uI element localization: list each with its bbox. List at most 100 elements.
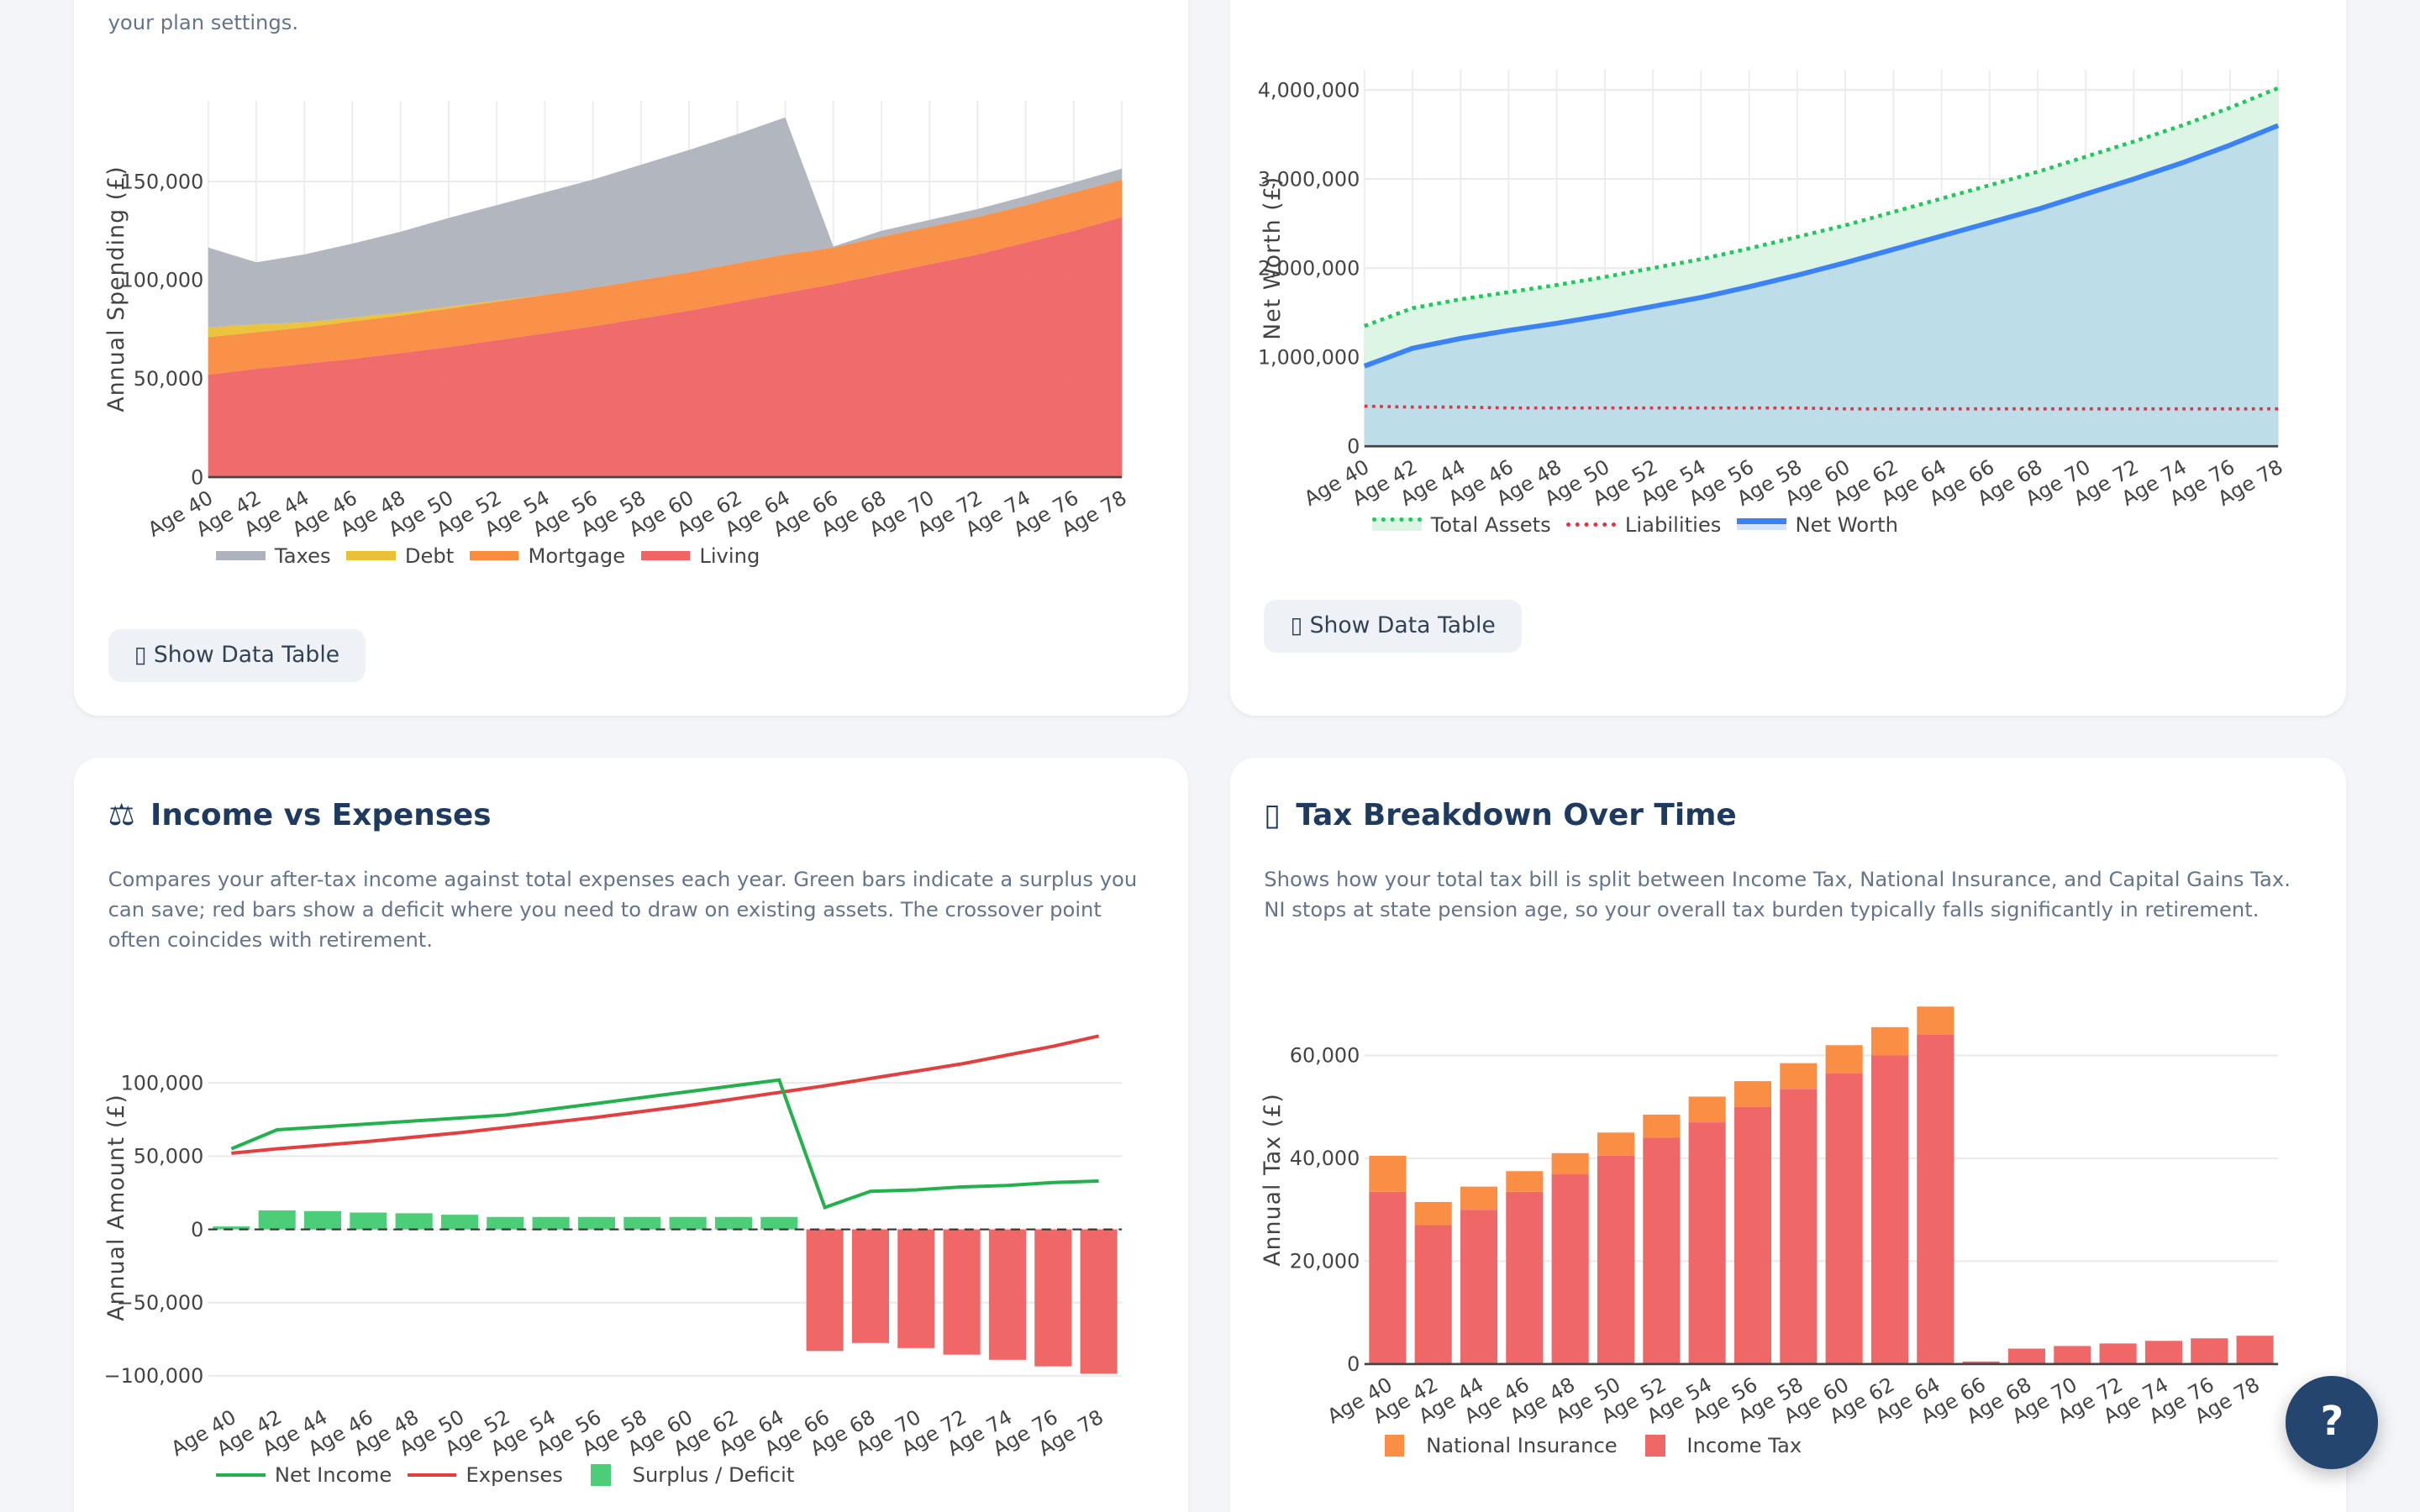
income-tax-bar xyxy=(1962,1361,2000,1364)
legend-swatch xyxy=(640,550,691,560)
surplus-deficit-bar xyxy=(578,1216,616,1230)
legend-label: Income Tax xyxy=(1686,1433,1802,1458)
y-axis-title: Annual Spending (£) xyxy=(103,165,129,412)
surplus-deficit-bar xyxy=(532,1216,570,1230)
surplus-deficit-bar xyxy=(989,1229,1027,1360)
y-tick-label: −100,000 xyxy=(104,1364,204,1388)
chart-legend: Net Income Expenses Surplus / Deficit xyxy=(216,1462,810,1487)
surplus-deficit-bar xyxy=(715,1216,753,1230)
y-axis-title: Annual Amount (£) xyxy=(103,1094,129,1321)
card-title: ⚖ Income vs Expenses xyxy=(108,798,492,832)
national-insurance-bar xyxy=(1551,1152,1589,1174)
surplus-deficit-bar xyxy=(760,1216,798,1230)
y-tick-label: 0 xyxy=(1347,434,1360,458)
net-worth-line xyxy=(1363,123,2280,369)
national-insurance-bar xyxy=(1460,1186,1497,1210)
national-insurance-bar xyxy=(1643,1114,1681,1138)
surplus-deficit-bar xyxy=(213,1226,250,1230)
national-insurance-bar xyxy=(1870,1026,1908,1056)
y-tick-label: 0 xyxy=(191,1218,203,1242)
income-tax-bar xyxy=(1733,1106,1771,1364)
surplus-deficit-bar xyxy=(441,1214,479,1230)
area-taxes xyxy=(208,117,1123,328)
y-axis-title: Net Worth (£) xyxy=(1260,176,1286,339)
income-tax-bar xyxy=(1597,1155,1634,1364)
income-tax-bar xyxy=(1780,1089,1818,1364)
income-tax-bar xyxy=(2054,1346,2091,1364)
total-assets-fill xyxy=(1364,87,2278,366)
income-tax-bar xyxy=(1917,1034,1954,1364)
y-tick-label: 40,000 xyxy=(1290,1147,1360,1170)
show-data-table-button[interactable]: ▯ Show Data Table xyxy=(108,629,366,682)
national-insurance-bar xyxy=(1369,1155,1407,1192)
surplus-deficit-bar xyxy=(669,1216,707,1230)
legend-item[interactable]: Liabilities xyxy=(1566,512,1721,537)
y-tick-label: 4,000,000 xyxy=(1258,78,1360,102)
total-assets-line xyxy=(1363,86,2279,328)
legend-label: Total Assets xyxy=(1430,512,1551,537)
plot-area: 0 1,000,000 2,000,000 3,000,000 4,000,000 Net… xyxy=(1258,69,2286,510)
income-tax-bar xyxy=(2007,1348,2045,1364)
legend-swatch xyxy=(216,550,266,560)
help-button[interactable]: ? xyxy=(2286,1376,2379,1469)
legend-item[interactable]: Expenses xyxy=(407,1462,563,1488)
national-insurance-bar xyxy=(1917,1006,1954,1035)
national-insurance-bar xyxy=(1597,1132,1634,1156)
income-tax-bar xyxy=(1460,1209,1497,1364)
national-insurance-bar xyxy=(1414,1201,1452,1226)
card-title-text: Tax Breakdown Over Time xyxy=(1296,797,1737,832)
legend-item[interactable]: National Insurance xyxy=(1372,1433,1618,1457)
area-mortgage xyxy=(208,179,1123,375)
surplus-deficit-bar xyxy=(1034,1229,1072,1367)
legend-swatch xyxy=(346,550,396,560)
button-label: Show Data Table xyxy=(1309,612,1496,639)
national-insurance-bar xyxy=(1688,1096,1726,1122)
legend-item[interactable]: Debt xyxy=(346,543,454,568)
legend-label: Taxes xyxy=(274,543,331,568)
y-tick-label: −50,000 xyxy=(117,1291,203,1315)
scales-icon: ⚖ xyxy=(108,797,135,832)
y-tick-label: 150,000 xyxy=(121,170,204,193)
legend-item[interactable]: Surplus / Deficit xyxy=(578,1462,794,1487)
show-data-table-button[interactable]: ▯ Show Data Table xyxy=(1264,600,1523,653)
card-title: ▯ Tax Breakdown Over Time xyxy=(1264,798,1736,832)
legend-item[interactable]: Net Worth xyxy=(1736,512,1898,537)
legend-item[interactable]: Net Income xyxy=(216,1462,392,1487)
table-icon: ▯ xyxy=(134,642,147,669)
liabilities-line xyxy=(1364,404,2278,411)
national-insurance-bar xyxy=(1506,1171,1544,1192)
legend-item[interactable]: Total Assets xyxy=(1371,512,1551,537)
income-expenses-card: ⚖ Income vs Expenses Compares your after-… xyxy=(74,757,1189,1512)
spending-chart-card: your plan settings. 0 50,000 100,000 150,00… xyxy=(74,0,1189,717)
area-living xyxy=(208,216,1123,477)
legend-swatch xyxy=(590,1463,611,1486)
legend-item[interactable]: Living xyxy=(640,543,760,568)
y-tick-label: 0 xyxy=(1347,1352,1360,1376)
income-tax-bar xyxy=(2191,1338,2228,1364)
legend-label: Expenses xyxy=(466,1462,563,1488)
surplus-deficit-bar xyxy=(350,1212,387,1230)
legend-label: Living xyxy=(699,543,760,568)
legend-swatch xyxy=(1384,1434,1405,1457)
legend-item[interactable]: Taxes xyxy=(216,543,331,568)
surplus-deficit-bar xyxy=(897,1229,935,1348)
legend-item[interactable]: Mortgage xyxy=(469,543,625,568)
legend-item[interactable]: Income Tax xyxy=(1633,1433,1802,1457)
legend-swatch xyxy=(1566,522,1616,527)
income-tax-bar xyxy=(1506,1191,1544,1364)
income-tax-bar xyxy=(1870,1055,1908,1364)
surplus-deficit-bar xyxy=(852,1229,890,1343)
y-tick-label: 20,000 xyxy=(1290,1249,1360,1273)
tax-breakdown-card: ▯ Tax Breakdown Over Time Shows how your … xyxy=(1229,757,2346,1512)
legend-label: National Insurance xyxy=(1426,1433,1618,1458)
income-tax-bar xyxy=(1369,1191,1407,1364)
income-tax-bar xyxy=(2099,1343,2137,1364)
y-tick-label: 50,000 xyxy=(134,1144,204,1168)
legend-swatch xyxy=(469,550,519,560)
